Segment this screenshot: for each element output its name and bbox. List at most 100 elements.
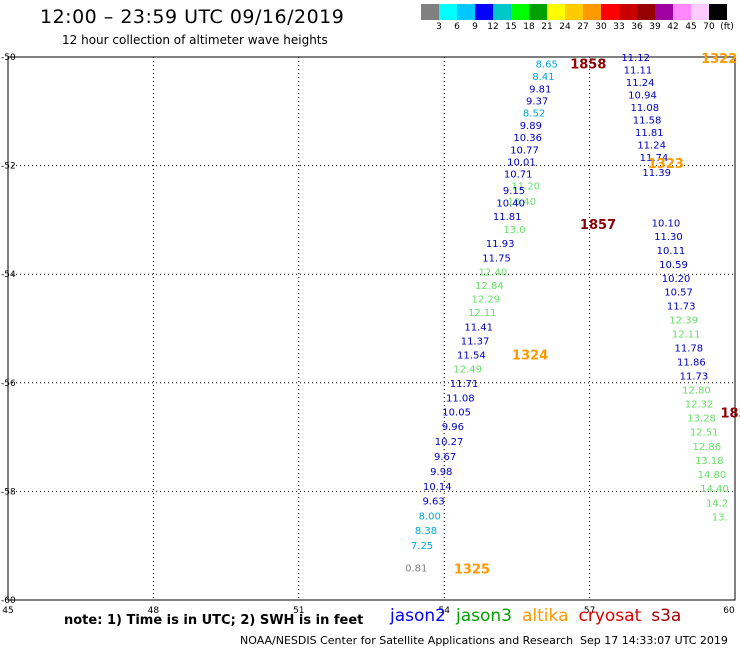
wave-height-label: 10.14	[423, 482, 452, 493]
wave-height-label: 11.12	[621, 53, 650, 64]
pass-time-label: 1324	[512, 349, 548, 364]
wave-height-label: 9.63	[422, 497, 444, 508]
satellite-legend-jason2: jason2	[390, 606, 446, 626]
x-tick-label: 45	[2, 606, 13, 616]
wave-height-label: 11.37	[461, 336, 490, 347]
color-swatch	[547, 4, 565, 20]
color-swatch	[673, 4, 691, 20]
color-scale-label: 42	[667, 22, 679, 32]
wave-height-label: 7.25	[411, 541, 433, 552]
color-scale-label: 33	[613, 22, 625, 32]
wave-height-label: 13.18	[695, 456, 724, 467]
y-tick-label: -56	[1, 379, 16, 389]
wave-height-label: 10.71	[504, 170, 533, 181]
wave-height-label: 10.40	[507, 197, 536, 208]
wave-height-label: 11.20	[511, 182, 540, 193]
wave-height-label: 8.52	[523, 108, 545, 119]
wave-height-label: 8.41	[532, 72, 554, 83]
color-scale-labels: 3 6 9 12 15 18 21 24 27 30 33 36 39 42 45 70 (ft)	[421, 20, 734, 34]
wave-height-label: 10.57	[664, 288, 693, 299]
wave-height-label: 13.0	[503, 225, 525, 236]
pass-time-labels: 1858 1322 1323 1857 1324 185 1325	[454, 52, 740, 577]
color-scale-label: 39	[649, 22, 661, 32]
color-swatch	[601, 4, 619, 20]
color-scale-label: 21	[541, 22, 553, 32]
wave-height-label: 14.80	[698, 470, 727, 481]
color-swatch	[457, 4, 475, 20]
wave-height-label: 9.37	[526, 96, 548, 107]
wave-height-label: 12.51	[690, 428, 719, 439]
color-swatch	[637, 4, 655, 20]
wave-height-label: 12.32	[685, 399, 714, 410]
wave-height-label: 9.15	[503, 186, 525, 197]
y-tick-label: -50	[1, 53, 16, 63]
wave-height-label: 12.86	[692, 442, 721, 453]
wave-height-label: 10.20	[662, 274, 691, 285]
color-swatch	[529, 4, 547, 20]
axis-ticks: 45 48 51 54 57 60 -50 -52 -54 -56 -58 -60	[1, 53, 735, 616]
page-subtitle: 12 hour collection of altimeter wave hei…	[62, 33, 328, 47]
x-tick-label: 51	[293, 606, 304, 616]
wave-height-label: 11.75	[482, 253, 511, 264]
map-frame	[7, 56, 736, 601]
wave-height-label: 10.10	[652, 219, 681, 230]
wave-height-label: 10.05	[442, 408, 471, 419]
footer-note: note: 1) Time is in UTC; 2) SWH is in fe…	[64, 613, 364, 628]
wave-height-label: 10.01	[507, 157, 536, 168]
wave-height-label: 12.84	[475, 281, 504, 292]
wave-height-label: 10.36	[513, 133, 542, 144]
x-tick-label: 60	[723, 606, 735, 616]
wave-height-label: 9.96	[442, 422, 464, 433]
wave-height-label: 12.39	[669, 315, 698, 326]
color-scale-swatches	[421, 4, 727, 20]
y-tick-label: -60	[1, 596, 16, 606]
wave-height-label: 10.27	[435, 437, 464, 448]
color-swatch	[421, 4, 439, 20]
satellite-legend-cryosat: cryosat	[578, 606, 642, 626]
wave-height-label: 11.11	[624, 65, 653, 76]
wave-height-label: 14.2	[706, 498, 728, 509]
wave-height-label: 11.24	[637, 140, 666, 151]
wave-height-label: 14.40	[700, 484, 729, 495]
satellite-legend: jason2 jason3 altika cryosat s3a	[390, 606, 691, 626]
wave-height-label: 9.98	[430, 467, 452, 478]
wave-height-label: 10.59	[659, 260, 688, 271]
pass-time-label: 1858	[570, 58, 606, 73]
color-scale-legend: 3 6 9 12 15 18 21 24 27 30 33 36 39 42 45 70 (ft)	[421, 4, 734, 34]
wave-height-label: 9.89	[520, 121, 542, 132]
wave-height-label: 12.80	[682, 385, 711, 396]
x-tick-label: 57	[584, 606, 595, 616]
wave-height-label: 11.08	[630, 103, 659, 114]
color-scale-label: 36	[631, 22, 643, 32]
color-swatch	[709, 4, 727, 20]
page-title: 12:00 – 23:59 UTC 09/16/2019	[40, 6, 345, 28]
color-scale-label: 6	[454, 22, 460, 32]
color-scale-label: 30	[595, 22, 607, 32]
wave-height-label: 11.81	[635, 128, 664, 139]
wave-height-label: 10.94	[628, 90, 657, 101]
wave-height-label: 8.00	[419, 511, 441, 522]
map-grid	[7, 56, 736, 601]
wave-height-label: 9.67	[434, 452, 456, 463]
wave-height-label: 11.81	[493, 212, 522, 223]
y-tick-label: -54	[1, 270, 16, 280]
color-scale-label: 15	[505, 22, 517, 32]
footer-timestamp: Sep 17 14:33:07 UTC 2019	[580, 634, 728, 647]
wave-height-label: 11.54	[457, 351, 486, 362]
color-scale-label: 9	[472, 22, 478, 32]
color-swatch	[475, 4, 493, 20]
wave-height-label: 13.	[712, 512, 728, 523]
satellite-legend-altika: altika	[522, 606, 569, 626]
wave-height-label: 0.81	[405, 563, 427, 574]
color-swatch	[511, 4, 529, 20]
pass-time-label: 1325	[454, 563, 490, 578]
color-scale-label: 12	[487, 22, 499, 32]
color-swatch	[493, 4, 511, 20]
wave-height-label: 9.81	[529, 84, 551, 95]
wave-height-label: 11.86	[677, 358, 706, 369]
wave-height-label: 11.30	[654, 232, 683, 243]
pass-time-label: 1322	[701, 52, 737, 67]
wave-height-label: 11.73	[667, 302, 696, 313]
